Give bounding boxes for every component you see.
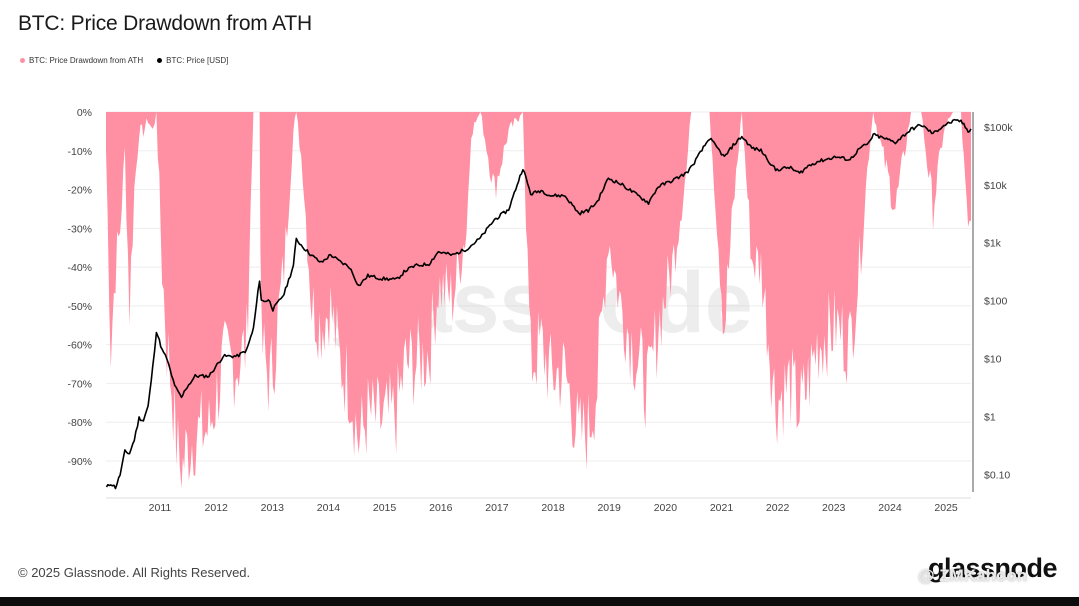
y-left-tick-label: -10%: [67, 146, 92, 158]
legend-item-price[interactable]: BTC: Price [USD]: [157, 56, 228, 65]
chart-legend: BTC: Price Drawdown from ATH BTC: Price …: [20, 56, 228, 65]
y-right-tick-label: $100k: [984, 122, 1013, 134]
y-right-tick-label: $100: [984, 296, 1008, 308]
drawdown-area: [106, 112, 971, 489]
y-left-tick-label: -70%: [67, 378, 92, 390]
y-left-tick-label: -30%: [67, 223, 92, 235]
legend-swatch-drawdown: [20, 58, 25, 63]
x-tick-label: 2011: [149, 502, 172, 514]
legend-label-drawdown: BTC: Price Drawdown from ATH: [29, 56, 144, 65]
price-line-layer: [105, 118, 972, 490]
y-left-tick-label: -80%: [67, 417, 92, 429]
x-tick-label: 2017: [485, 502, 509, 514]
glassnode-logo[interactable]: glassnode: [928, 553, 1058, 583]
x-tick-label: 2012: [205, 502, 229, 514]
y-left-tick-label: -40%: [67, 262, 92, 274]
x-tick-label: 2022: [766, 502, 790, 514]
x-tick-label: 2019: [597, 502, 621, 514]
copyright-text: © 2025 Glassnode. All Rights Reserved.: [18, 565, 251, 580]
x-tick-label: 2015: [373, 502, 397, 514]
x-tick-label: 2025: [934, 502, 958, 514]
legend-item-drawdown[interactable]: BTC: Price Drawdown from ATH: [20, 56, 143, 65]
overlay-credit-text: @ ZMKahoon: [918, 566, 1028, 585]
x-tick-label: 2014: [317, 502, 341, 514]
y-right-tick-label: $1k: [984, 238, 1002, 250]
y-axis-left-labels: 0% -10% -20% -30% -40% -50% -60% -70% -80% -90%: [67, 107, 92, 468]
x-tick-label: 2023: [822, 502, 846, 514]
x-tick-label: 2016: [429, 502, 453, 514]
bottom-bar: [0, 597, 1079, 606]
chart-axes: [106, 112, 974, 499]
y-left-tick-label: -50%: [67, 301, 92, 313]
chart-title: BTC: Price Drawdown from ATH: [18, 12, 312, 35]
y-right-tick-label: $10k: [984, 180, 1008, 192]
y-right-tick-label: $0.10: [984, 470, 1010, 482]
legend-label-price: BTC: Price [USD]: [166, 56, 229, 65]
y-right-tick-label: $10: [984, 354, 1002, 366]
y-left-tick-label: -20%: [67, 185, 92, 197]
legend-swatch-price: [157, 58, 163, 63]
y-right-tick-label: $1: [984, 412, 996, 424]
drawdown-area-layer: [106, 112, 971, 489]
x-tick-label: 2020: [654, 502, 678, 514]
y-left-tick-label: -90%: [67, 456, 92, 468]
x-tick-label: 2018: [541, 502, 565, 514]
x-tick-label: 2013: [261, 502, 285, 514]
y-axis-right-labels: $100k $10k $1k $100 $10 $1 $0.10: [984, 122, 1013, 482]
x-tick-label: 2024: [878, 502, 902, 514]
x-axis-labels: 2011 2012 2013 2014 2015 2016 2017 2018 2019 2020…: [149, 502, 958, 514]
x-tick-label: 2021: [710, 502, 734, 514]
price-line: [105, 118, 972, 490]
y-left-tick-label: -60%: [67, 340, 92, 352]
y-left-tick-label: 0%: [77, 107, 92, 119]
